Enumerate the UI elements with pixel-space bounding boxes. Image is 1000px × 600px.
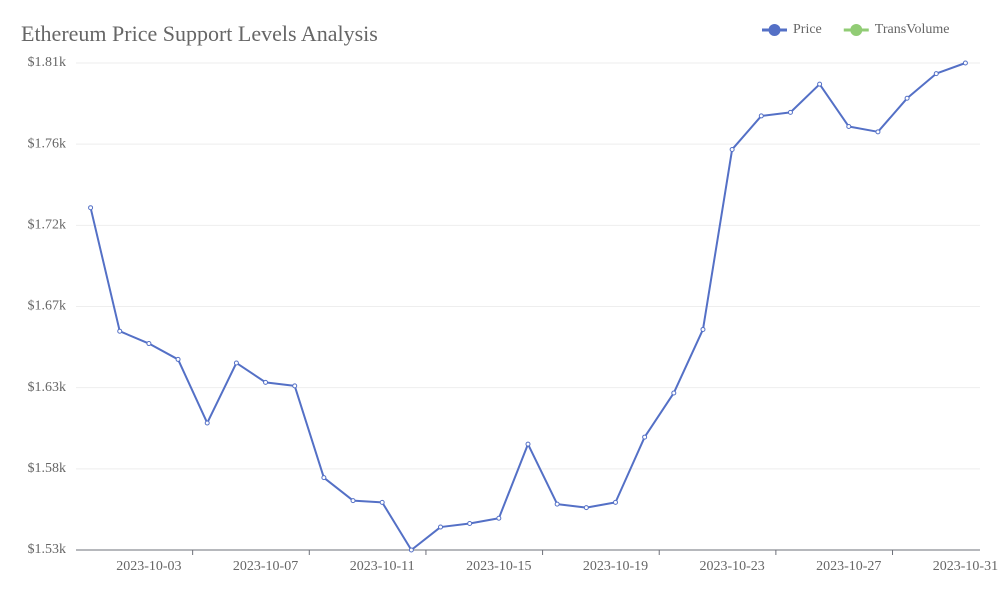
point xyxy=(175,356,181,362)
point xyxy=(292,383,298,389)
point xyxy=(146,341,152,347)
point xyxy=(787,109,793,115)
point xyxy=(525,441,531,447)
x-tick-label: 2023-10-23 xyxy=(699,559,764,574)
point xyxy=(263,379,269,385)
point xyxy=(233,360,239,366)
x-tick-label: 2023-10-03 xyxy=(116,559,181,574)
legend-icon xyxy=(850,24,863,36)
legend-label: TransVolume xyxy=(875,22,950,37)
y-tick-label: $1.63k xyxy=(28,380,67,395)
legend-label: Price xyxy=(793,22,822,37)
point xyxy=(817,81,823,87)
y-tick-label: $1.81k xyxy=(28,55,67,70)
point xyxy=(88,205,94,211)
point xyxy=(729,146,735,152)
point xyxy=(933,71,939,77)
y-tick-label: $1.67k xyxy=(28,299,67,314)
point xyxy=(379,499,385,505)
x-tick-label: 2023-10-11 xyxy=(350,559,415,574)
legend-icon xyxy=(768,24,781,36)
point xyxy=(671,390,677,396)
y-tick-label: $1.58k xyxy=(28,461,67,476)
point xyxy=(758,113,764,119)
point xyxy=(612,499,618,505)
point xyxy=(467,521,473,527)
point xyxy=(846,124,852,130)
y-tick-label: $1.76k xyxy=(28,136,67,151)
y-tick-label: $1.72k xyxy=(28,218,67,233)
point xyxy=(321,475,327,481)
x-tick-label: 2023-10-27 xyxy=(816,559,881,574)
point xyxy=(117,328,123,334)
point xyxy=(204,420,210,426)
point xyxy=(700,326,706,332)
y-tick-label: $1.53k xyxy=(28,542,67,557)
chart-title: Ethereum Price Support Levels Analysis xyxy=(21,21,378,46)
point xyxy=(642,434,648,440)
point xyxy=(962,60,968,66)
point xyxy=(583,505,589,511)
point xyxy=(904,95,910,101)
point xyxy=(875,129,881,135)
point xyxy=(438,524,444,530)
x-tick-label: 2023-10-15 xyxy=(466,559,531,574)
x-tick-label: 2023-10-07 xyxy=(233,559,298,574)
x-tick-label: 2023-10-31 xyxy=(933,559,998,574)
point xyxy=(350,498,356,504)
x-tick-label: 2023-10-19 xyxy=(583,559,648,574)
point xyxy=(496,515,502,521)
point xyxy=(408,547,414,553)
point xyxy=(554,501,560,507)
